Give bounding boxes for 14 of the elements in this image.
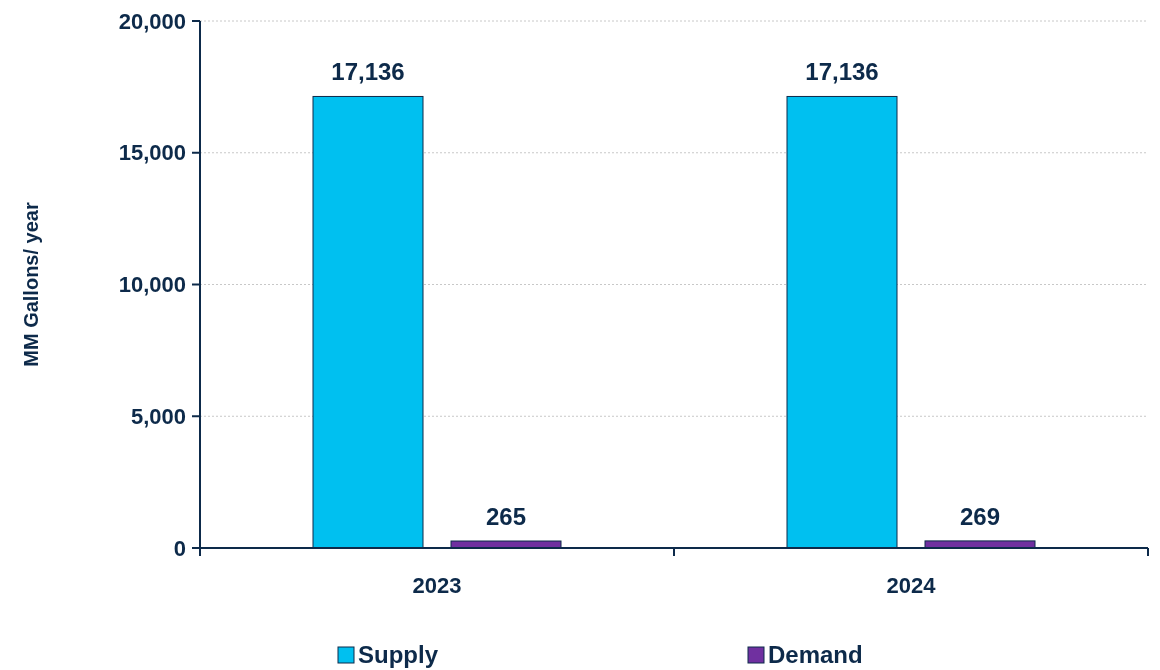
legend-label: Demand — [768, 641, 863, 669]
x-tick-label: 2024 — [886, 573, 937, 598]
y-tick-label: 20,000 — [118, 8, 186, 34]
text: 17,136 — [331, 58, 405, 86]
text: 17,136 — [805, 58, 879, 86]
y-tick-label: 5,000 — [130, 403, 186, 429]
text: 265 — [485, 503, 527, 531]
legend-label: Supply — [358, 641, 439, 669]
x-tick-label: 2023 — [412, 573, 462, 598]
text: 269 — [959, 502, 1001, 530]
y-tick-label: 10,000 — [118, 272, 186, 298]
y-axis-title: MM Gallons/ year — [20, 202, 42, 367]
y-tick-label: 0 — [173, 535, 186, 561]
y-tick-label: 15,000 — [118, 140, 186, 166]
